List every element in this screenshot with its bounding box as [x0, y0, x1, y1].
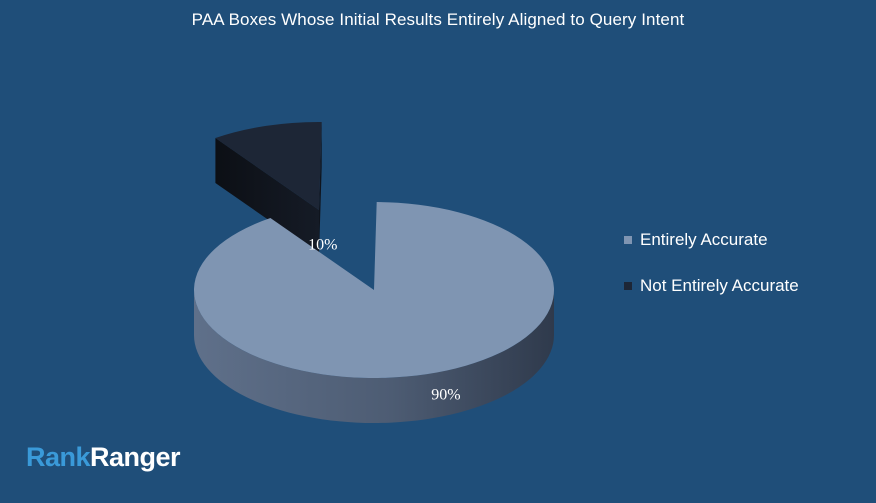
slice-entirely-accurate-side [194, 290, 554, 423]
legend: Entirely Accurate Not Entirely Accurate [624, 228, 799, 320]
slice-not-entirely-accurate [215, 122, 322, 210]
slice-entirely-accurate [193, 202, 554, 378]
legend-swatch-not-entirely-accurate [624, 281, 632, 290]
rankranger-logo: RankRanger [26, 442, 181, 472]
data-label-not-entirely-accurate: 10% [308, 236, 337, 253]
legend-label-not-entirely-accurate: Not Entirely Accurate [640, 275, 799, 295]
chart-title: PAA Boxes Whose Initial Results Entirely… [191, 10, 685, 29]
slice-not-entirely-accurate-wall-end [319, 122, 322, 255]
legend-item-entirely-accurate: Entirely Accurate [624, 228, 799, 251]
legend-swatch-entirely-accurate [624, 235, 632, 244]
legend-item-not-entirely-accurate: Not Entirely Accurate [624, 274, 799, 297]
data-label-entirely-accurate: 90% [431, 387, 460, 404]
legend-label-entirely-accurate: Entirely Accurate [640, 229, 768, 249]
slice-not-entirely-accurate-wall [215, 138, 319, 255]
